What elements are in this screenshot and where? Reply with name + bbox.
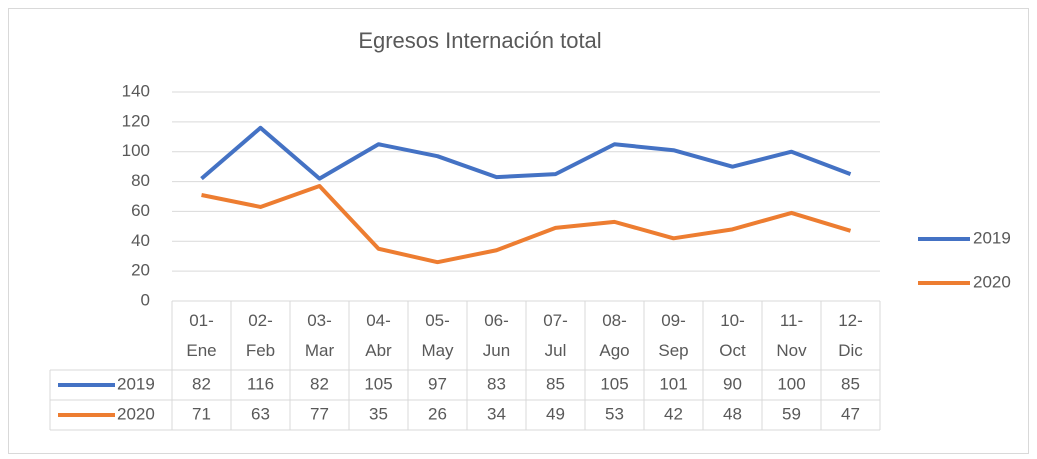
x-tick-label: 01-Ene bbox=[186, 311, 216, 360]
chart-title: Egresos Internación total bbox=[358, 28, 601, 53]
x-tick-label: 05-May bbox=[421, 311, 454, 360]
table-value: 77 bbox=[310, 404, 329, 423]
table-value: 63 bbox=[251, 404, 270, 423]
table-value: 82 bbox=[310, 374, 329, 393]
table-value: 101 bbox=[659, 374, 687, 393]
chart-border bbox=[8, 8, 1029, 454]
table-value: 42 bbox=[664, 404, 683, 423]
y-tick-label: 100 bbox=[122, 141, 150, 160]
y-tick-label: 0 bbox=[141, 290, 150, 309]
table-value: 116 bbox=[247, 374, 274, 393]
y-tick-label: 140 bbox=[122, 81, 150, 100]
table-value: 49 bbox=[546, 404, 565, 423]
table-value: 105 bbox=[600, 374, 628, 393]
x-tick-label: 10-Oct bbox=[719, 311, 746, 360]
x-tick-label: 09-Sep bbox=[658, 311, 688, 360]
table-value: 47 bbox=[841, 404, 860, 423]
table-value: 82 bbox=[192, 374, 211, 393]
table-value: 97 bbox=[428, 374, 447, 393]
y-tick-label: 40 bbox=[131, 231, 150, 250]
table-value: 105 bbox=[364, 374, 392, 393]
table-value: 90 bbox=[723, 374, 742, 393]
table-series-name: 2019 bbox=[117, 374, 155, 393]
table-value: 83 bbox=[487, 374, 506, 393]
y-tick-label: 80 bbox=[131, 171, 150, 190]
x-tick-label: 07-Jul bbox=[543, 311, 568, 360]
x-tick-label: 12-Dic bbox=[838, 311, 863, 360]
line-series bbox=[201, 184, 852, 265]
table-value: 48 bbox=[723, 404, 742, 423]
table-value: 59 bbox=[782, 404, 801, 423]
line-series bbox=[200, 125, 852, 181]
y-tick-label: 120 bbox=[122, 111, 150, 130]
table-series-name: 2020 bbox=[117, 404, 155, 423]
y-tick-label: 60 bbox=[131, 201, 150, 220]
x-tick-label: 08-Ago bbox=[599, 311, 629, 360]
legend-label: 2020 bbox=[973, 272, 1011, 291]
x-tick-label: 06-Jun bbox=[483, 311, 510, 360]
table-value: 53 bbox=[605, 404, 624, 423]
x-tick-label: 02-Feb bbox=[246, 311, 275, 360]
table-value: 71 bbox=[192, 404, 211, 423]
x-tick-label: 11-Nov bbox=[776, 311, 807, 360]
table-value: 85 bbox=[841, 374, 860, 393]
x-tick-label: 04-Abr bbox=[365, 311, 392, 360]
table-value: 35 bbox=[369, 404, 388, 423]
table-value: 100 bbox=[777, 374, 805, 393]
legend-label: 2019 bbox=[973, 228, 1011, 247]
y-tick-label: 20 bbox=[131, 261, 150, 280]
table-value: 34 bbox=[487, 404, 506, 423]
x-tick-label: 03-Mar bbox=[305, 311, 335, 360]
table-value: 85 bbox=[546, 374, 565, 393]
table-value: 26 bbox=[428, 404, 447, 423]
